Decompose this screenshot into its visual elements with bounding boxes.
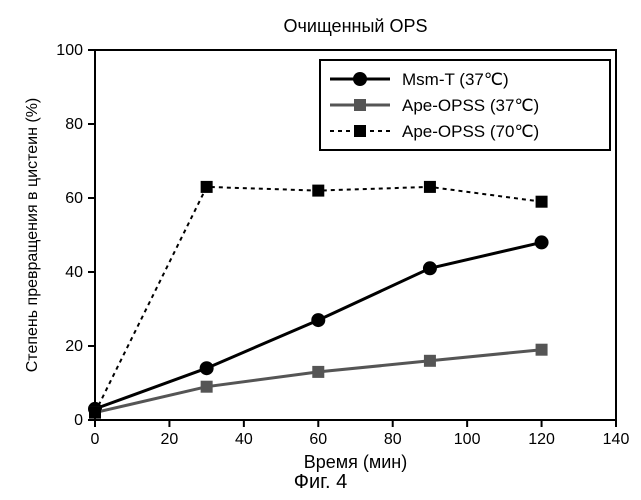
x-tick-label: 60 <box>309 431 327 448</box>
y-tick-label: 20 <box>65 338 83 355</box>
data-marker <box>200 361 214 375</box>
x-axis-label: Время (мин) <box>304 452 408 472</box>
data-marker <box>535 235 549 249</box>
chart-svg: Очищенный OPS 0 20 40 60 80 100 120 140 Время (ми… <box>0 0 641 500</box>
x-tick-label: 0 <box>91 431 100 448</box>
figure-caption: Фиг. 4 <box>294 471 347 493</box>
data-marker <box>312 366 324 378</box>
chart-container: Очищенный OPS 0 20 40 60 80 100 120 140 Время (ми… <box>0 0 641 500</box>
y-tick-label: 40 <box>65 264 83 281</box>
chart-title: Очищенный OPS <box>284 16 428 36</box>
y-tick-label: 0 <box>74 412 83 429</box>
legend-label: Ape-OPSS (70℃) <box>402 122 539 141</box>
y-axis-label: Степень превращения в цистеин (%) <box>24 98 41 373</box>
y-tick-label: 100 <box>56 42 83 59</box>
x-tick-label: 140 <box>603 431 630 448</box>
data-marker <box>312 185 324 197</box>
y-tick-label: 60 <box>65 190 83 207</box>
legend-marker <box>353 72 367 86</box>
legend-marker <box>354 125 366 137</box>
data-marker <box>536 196 548 208</box>
data-marker <box>424 355 436 367</box>
x-tick-label: 120 <box>528 431 555 448</box>
data-marker <box>201 381 213 393</box>
data-marker <box>201 181 213 193</box>
y-tick-label: 80 <box>65 116 83 133</box>
data-marker <box>424 181 436 193</box>
legend-marker <box>354 99 366 111</box>
legend-label: Msm-T (37℃) <box>402 70 509 89</box>
x-tick-label: 20 <box>161 431 179 448</box>
x-tick-label: 80 <box>384 431 402 448</box>
legend-label: Ape-OPSS (37℃) <box>402 96 539 115</box>
data-marker <box>536 344 548 356</box>
data-marker <box>311 313 325 327</box>
data-marker <box>423 261 437 275</box>
x-tick-label: 40 <box>235 431 253 448</box>
x-tick-label: 100 <box>454 431 481 448</box>
data-marker <box>89 407 101 419</box>
